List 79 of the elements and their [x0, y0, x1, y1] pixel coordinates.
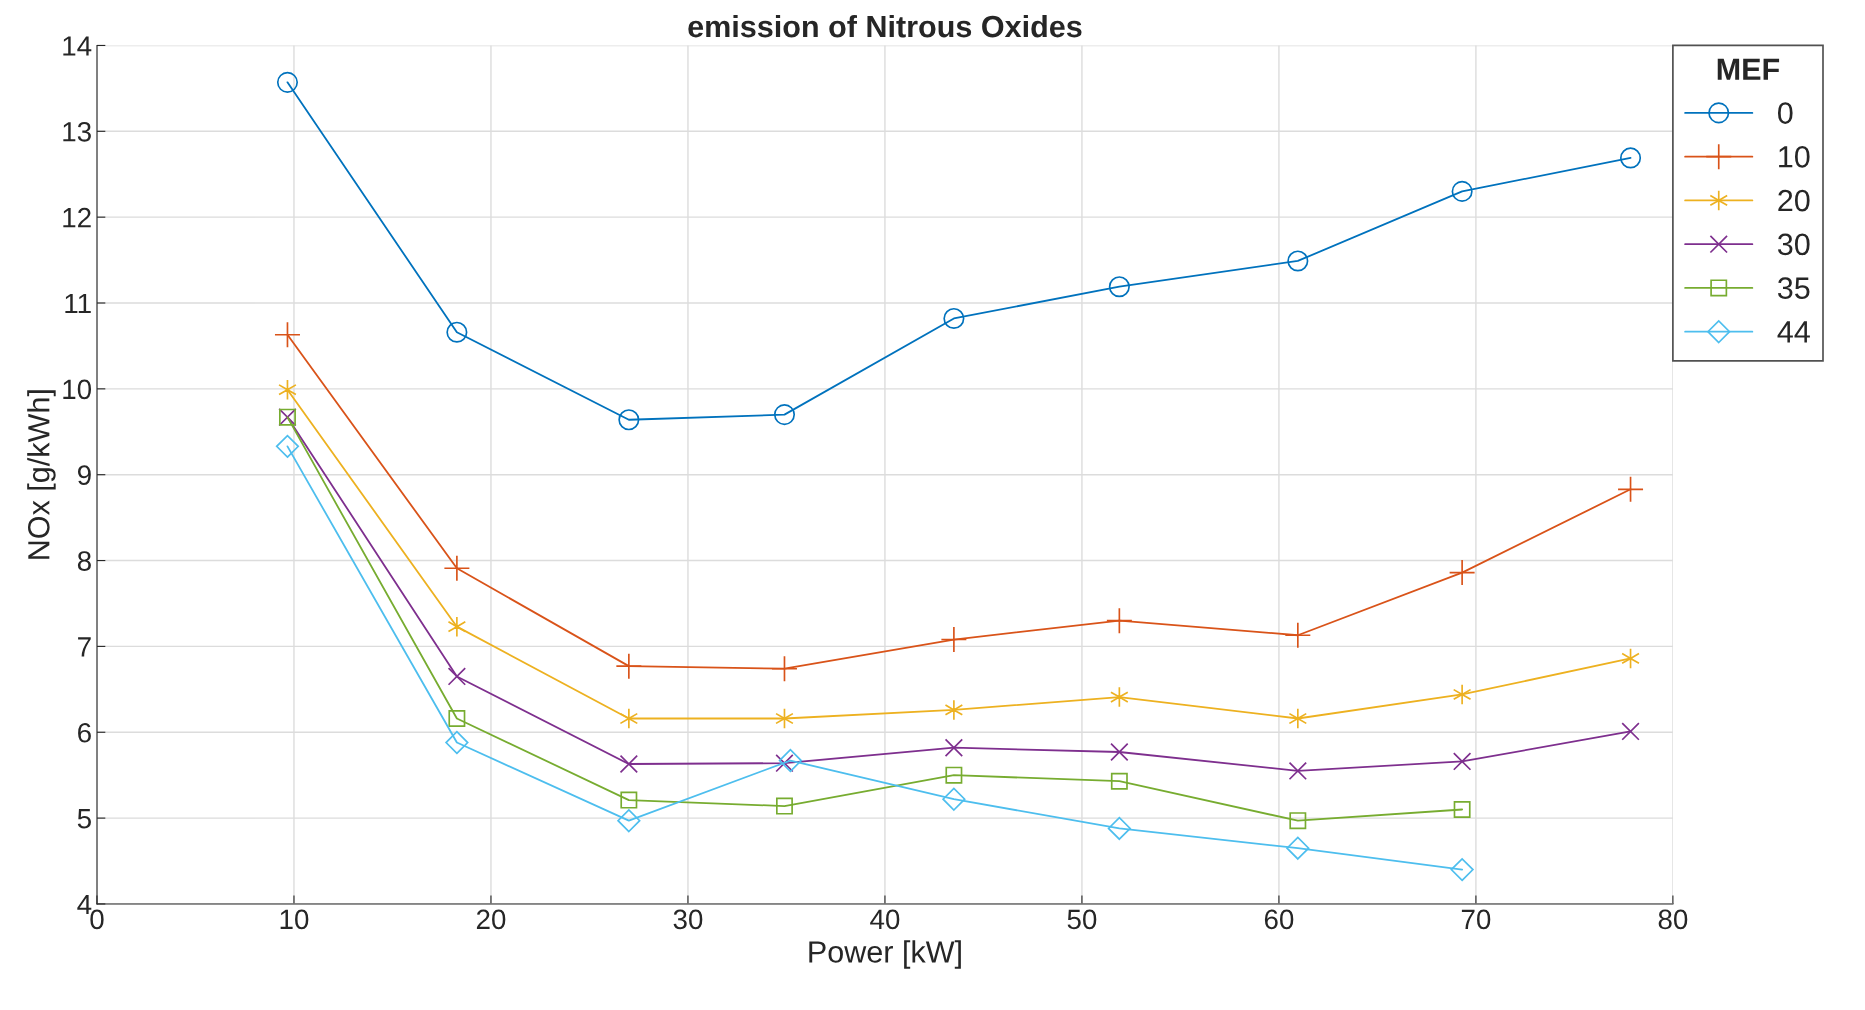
- point: [443, 554, 471, 582]
- point: [778, 748, 803, 773]
- chart-title: emission of Nitrous Oxides: [688, 14, 1082, 38]
- legend-label: 30: [1777, 233, 1810, 256]
- y-tick-label: 4: [77, 894, 92, 915]
- point: [1286, 836, 1310, 860]
- x-tick-label: 20: [476, 909, 506, 930]
- point: [445, 730, 469, 755]
- x-tick-label: 80: [1658, 909, 1688, 930]
- point: [1110, 742, 1129, 762]
- y-tick-label: 7: [78, 637, 91, 657]
- x-tick-label: 0: [90, 909, 104, 930]
- y-tick-label: 13: [63, 121, 91, 142]
- point: [619, 707, 639, 730]
- point: [1107, 816, 1131, 841]
- point: [619, 754, 639, 774]
- point: [776, 797, 793, 815]
- x-tick-label: 30: [673, 909, 703, 930]
- point: [446, 321, 468, 343]
- x-tick-label: 10: [280, 909, 309, 930]
- y-tick-label: 9: [77, 465, 91, 486]
- point: [447, 667, 467, 686]
- point: [943, 307, 965, 330]
- legend-label: 10: [1779, 146, 1810, 168]
- point: [1106, 607, 1133, 634]
- x-tick-label: 60: [1264, 909, 1294, 930]
- legend-title: MEF: [1717, 58, 1780, 80]
- y-tick-label: 8: [77, 551, 91, 571]
- x-axis-title: Power [kW]: [809, 940, 961, 969]
- point: [276, 71, 299, 93]
- point: [617, 809, 641, 833]
- point: [448, 710, 466, 727]
- point: [1452, 683, 1472, 706]
- point: [275, 434, 300, 459]
- legend-label: 0: [1777, 102, 1793, 124]
- point: [1621, 722, 1640, 741]
- point: [1110, 686, 1129, 708]
- y-tick-label: 12: [63, 207, 91, 228]
- y-tick-label: 10: [63, 379, 92, 400]
- legend-label: 20: [1778, 189, 1810, 212]
- x-tick-label: 40: [870, 909, 900, 930]
- point: [1617, 475, 1644, 503]
- point: [620, 791, 638, 809]
- point: [773, 404, 796, 426]
- point: [1284, 621, 1312, 649]
- point: [1288, 707, 1308, 730]
- point: [274, 321, 301, 349]
- point: [942, 787, 966, 811]
- point: [1110, 772, 1128, 790]
- y-axis-title: NOx [g/kWh]: [27, 390, 56, 559]
- point: [1108, 276, 1130, 298]
- point: [1453, 801, 1471, 818]
- point: [1287, 250, 1309, 272]
- point: [1621, 647, 1640, 669]
- x-tick-label: 70: [1461, 909, 1491, 930]
- point: [1619, 147, 1642, 169]
- point: [940, 626, 968, 653]
- y-tick-label: 11: [65, 293, 91, 314]
- point: [1448, 559, 1476, 586]
- legend-label: 35: [1777, 277, 1810, 299]
- point: [1451, 180, 1473, 202]
- point: [1450, 857, 1474, 882]
- point: [945, 766, 963, 784]
- y-tick-label: 14: [63, 36, 92, 56]
- x-tick-label: 50: [1067, 909, 1097, 930]
- point: [944, 738, 964, 757]
- point: [771, 655, 798, 683]
- point: [615, 652, 643, 680]
- point: [447, 616, 467, 638]
- point: [618, 409, 640, 431]
- point: [1288, 761, 1308, 781]
- point: [775, 707, 794, 730]
- y-tick-label: 5: [77, 809, 91, 829]
- point: [944, 699, 964, 721]
- point: [1289, 812, 1307, 830]
- point: [1452, 752, 1472, 771]
- point: [278, 379, 297, 401]
- legend-label: 44: [1777, 321, 1810, 343]
- y-tick-label: 6: [78, 722, 91, 743]
